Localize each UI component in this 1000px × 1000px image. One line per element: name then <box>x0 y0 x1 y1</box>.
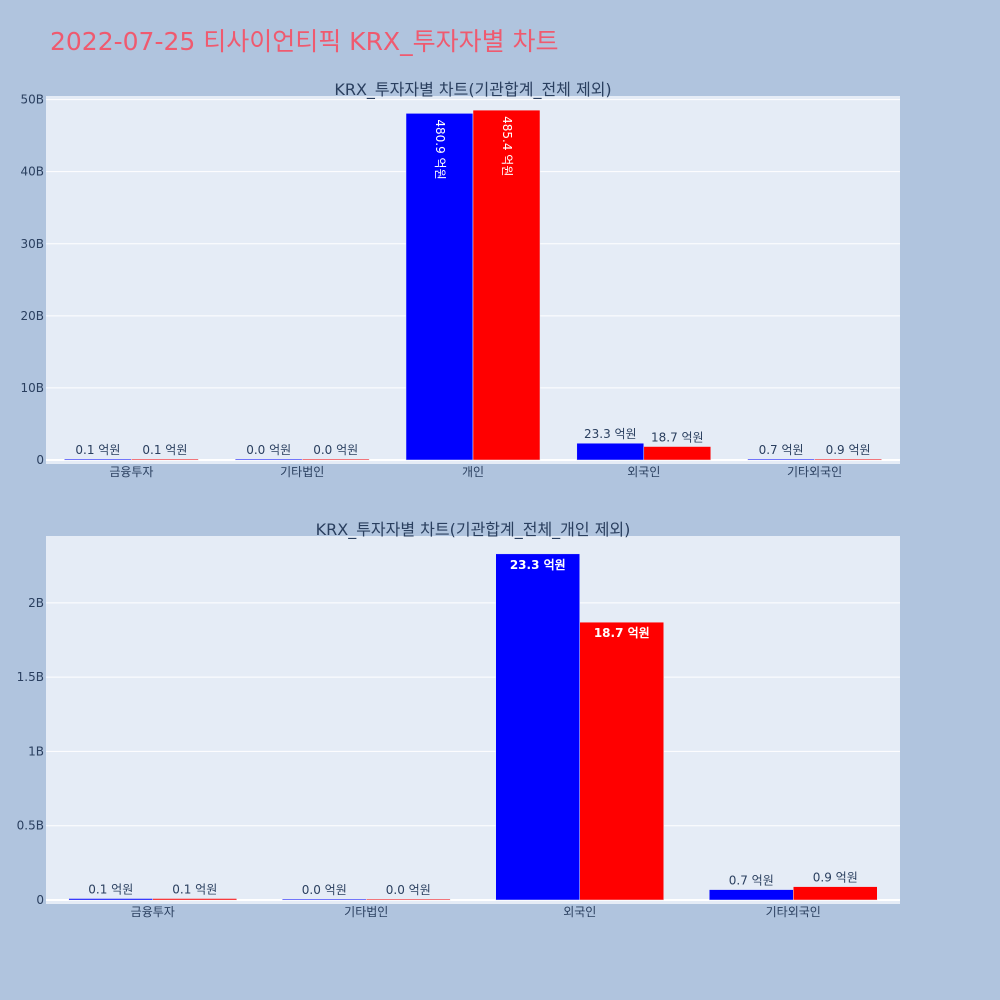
chart-title: KRX_투자자별 차트(기관합계_전체_개인 제외) <box>316 520 631 540</box>
data-label: 18.7 억원 <box>594 626 650 640</box>
x-tick-label: 기타법인 <box>344 905 388 919</box>
chart-2: 0 0.5B 1B 1.5B 2B KRX_투자자별 차트(기관합계_전체_개인 제외) 금… <box>17 520 900 919</box>
data-label: 0.1 억원 <box>75 443 120 457</box>
data-label: 0.7 억원 <box>729 874 774 888</box>
data-label: 0.7 억원 <box>759 443 804 457</box>
bar <box>579 621 664 901</box>
data-label: 0.9 억원 <box>813 871 858 885</box>
data-label: 18.7 억원 <box>651 431 704 445</box>
data-label: 0.0 억원 <box>302 883 347 897</box>
y-tick-label: 1B <box>28 744 44 758</box>
x-tick-label: 기타법인 <box>280 465 324 479</box>
y-tick-label: 50B <box>20 93 44 107</box>
bar <box>282 898 367 901</box>
data-label: 23.3 억원 <box>584 427 637 441</box>
y-tick-label: 0 <box>36 893 44 907</box>
data-label: 480.9 억원 <box>433 119 447 179</box>
bar <box>709 889 794 901</box>
data-label: 0.1 억원 <box>172 883 217 897</box>
bar <box>405 113 474 461</box>
data-label: 485.4 억원 <box>500 116 514 176</box>
data-label: 0.9 억원 <box>826 443 871 457</box>
bar <box>472 109 541 461</box>
y-tick-label: 2B <box>28 596 44 610</box>
data-label: 0.1 억원 <box>88 883 133 897</box>
y-tick-label: 30B <box>20 237 44 251</box>
bar <box>793 886 878 901</box>
data-label: 0.0 억원 <box>386 883 431 897</box>
y-tick-label: 1.5B <box>17 670 44 684</box>
bar <box>576 442 645 461</box>
bar <box>495 553 580 901</box>
page-title: 2022-07-25 티사이언티픽 KRX_투자자별 차트 <box>50 27 559 56</box>
bar <box>301 458 370 461</box>
bar <box>68 898 153 901</box>
bar <box>64 458 132 461</box>
x-tick-label: 기타외국인 <box>787 465 842 479</box>
x-tick-label: 외국인 <box>627 465 660 479</box>
y-tick-label: 0 <box>36 453 44 467</box>
x-tick-label: 금융투자 <box>131 905 175 919</box>
x-tick-label: 금융투자 <box>109 465 153 479</box>
data-label: 23.3 억원 <box>510 558 566 572</box>
plot-area <box>46 536 900 904</box>
chart-1: 0 10B 20B 30B 40B 50B KRX_투자자별 차트(기관합계_전체 제외) 금… <box>20 80 900 479</box>
chart-title: KRX_투자자별 차트(기관합계_전체 제외) <box>334 80 611 100</box>
x-tick-label: 기타외국인 <box>766 905 821 919</box>
x-tick-label: 개인 <box>462 465 484 479</box>
bar <box>747 458 815 461</box>
bar <box>814 458 882 461</box>
bar <box>643 446 712 461</box>
bar <box>131 458 199 461</box>
data-label: 0.0 억원 <box>246 443 291 457</box>
y-tick-label: 0.5B <box>17 819 44 833</box>
bar <box>234 458 303 461</box>
data-label: 0.0 억원 <box>313 443 358 457</box>
bar <box>366 898 451 901</box>
y-tick-label: 40B <box>20 165 44 179</box>
bar <box>152 898 237 901</box>
x-tick-label: 외국인 <box>563 905 596 919</box>
y-tick-label: 10B <box>20 381 44 395</box>
data-label: 0.1 억원 <box>142 443 187 457</box>
y-tick-label: 20B <box>20 309 44 323</box>
